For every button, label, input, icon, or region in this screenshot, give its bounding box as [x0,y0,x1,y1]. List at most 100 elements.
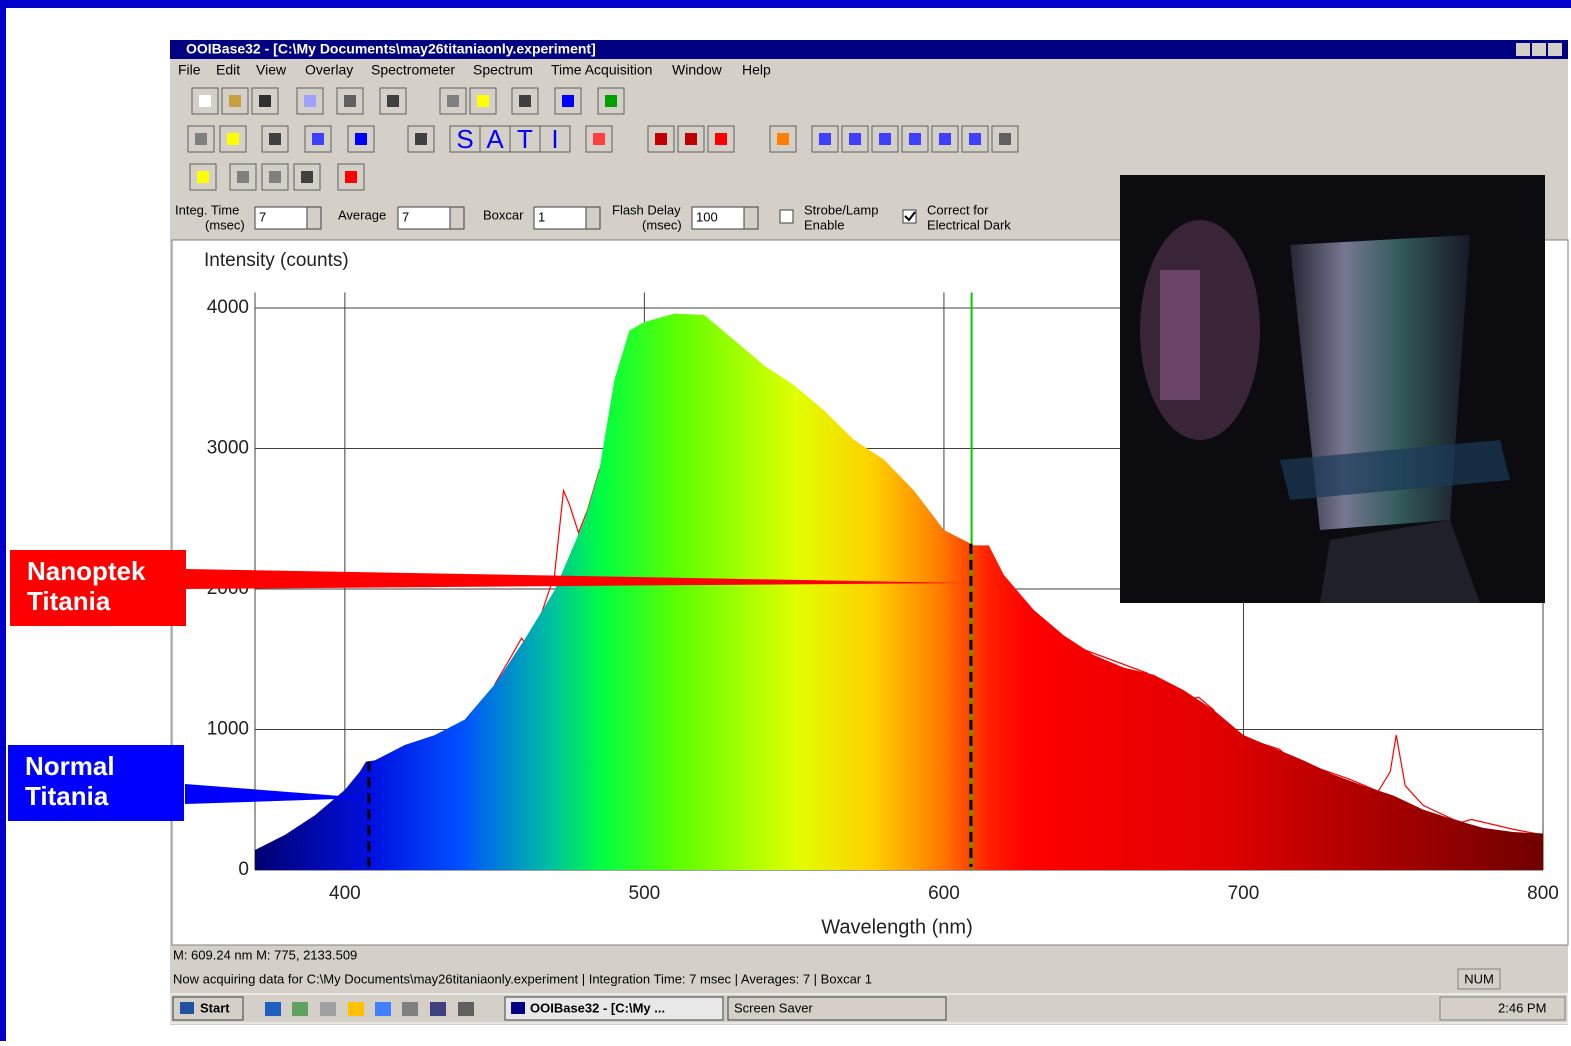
checkbox[interactable] [780,210,793,223]
tool-icon [227,133,239,145]
callout-text: Titania [25,781,109,811]
control-label: Flash Delay [612,202,681,217]
quick-icon[interactable] [402,1002,418,1016]
x-tick-label: 600 [928,883,960,904]
tool-icon [999,133,1011,145]
maximize-button[interactable] [1532,43,1546,56]
menu-item[interactable]: File [178,62,201,78]
photo-glow [1160,270,1200,400]
tool-icon [879,133,891,145]
tool-icon [229,95,241,107]
control-value: 100 [696,209,718,224]
x-tick-label: 400 [329,883,361,904]
tool-icon [605,95,617,107]
menu-item[interactable]: Spectrum [473,62,533,78]
checkbox-label: Correct for [927,202,989,217]
menu-item[interactable]: Edit [216,62,240,78]
tool-icon [819,133,831,145]
menu-item[interactable]: Overlay [305,62,353,78]
photo [1120,175,1545,603]
quick-icon[interactable] [265,1002,281,1016]
control-value: 1 [538,209,545,224]
menu-bar: File Edit View Overlay Spectrometer Spectrum T… [178,62,771,78]
control-value: 7 [402,209,409,224]
page: OOIBase32 - [C:\My Documents\may26titani… [0,0,1571,1041]
close-button[interactable] [1548,43,1562,56]
window-title: OOIBase32 - [C:\My Documents\may26titani… [186,41,596,57]
tool-icon [655,133,667,145]
minimize-button[interactable] [1516,43,1530,56]
tool-icon [777,133,789,145]
spinner[interactable] [307,207,321,229]
checkbox-label: Strobe/Lamp [804,202,878,217]
cursor-readout: M: 609.24 nm M: 775, 2133.509 [173,947,357,962]
control-label: Integ. Time [175,202,239,217]
task-text: Screen Saver [734,1000,813,1015]
start-text: Start [200,1000,230,1015]
task-icon [511,1002,525,1014]
quick-icon[interactable] [292,1002,308,1016]
menu-item[interactable]: Spectrometer [371,62,455,78]
menu-item[interactable]: Window [672,62,723,78]
tool-icon [387,95,399,107]
tool-icon [477,95,489,107]
tool-icon [939,133,951,145]
spinner[interactable] [586,207,600,229]
tool-icon [519,95,531,107]
tool-icon [199,95,211,107]
slide-border-left [0,0,6,1041]
menu-item[interactable]: View [256,62,287,78]
window-buttons[interactable] [1516,43,1562,56]
callout-text: Normal [25,751,115,781]
spinner[interactable] [450,207,464,229]
quick-icon[interactable] [320,1002,336,1016]
clock: 2:46 PM [1498,1000,1546,1015]
tool-icon [849,133,861,145]
tool-icon [259,95,271,107]
tool-icon [197,171,209,183]
tool-icon [355,133,367,145]
x-axis-label: Wavelength (nm) [821,916,973,938]
control-label: (msec) [205,217,245,232]
tool-icon [345,171,357,183]
quick-icon[interactable] [375,1002,391,1016]
tool-icon [195,133,207,145]
checkbox-label: Electrical Dark [927,217,1011,232]
y-tick-label: 3000 [207,437,249,458]
slide-border-top [0,0,1571,8]
tool-icon [909,133,921,145]
y-tick-label: 4000 [207,297,249,318]
quick-icon[interactable] [348,1002,364,1016]
tool-letter: S [456,124,473,154]
tool-letter: A [486,124,504,154]
x-tick-label: 500 [629,883,661,904]
tool-icon [269,133,281,145]
tool-icon [312,133,324,145]
tool-icon [269,171,281,183]
tool-icon [301,171,313,183]
tool-letter: I [551,124,558,154]
task-text: OOIBase32 - [C:\My ... [530,1000,665,1015]
callout-text: Nanoptek [27,556,146,586]
tool-letter: T [517,124,533,154]
tool-icon [685,133,697,145]
tool-icon [304,95,316,107]
tool-icon [344,95,356,107]
start-icon [180,1002,194,1014]
quick-icon[interactable] [458,1002,474,1016]
menu-item[interactable]: Help [742,62,771,78]
status-message: Now acquiring data for C:\My Documents\m… [173,971,872,986]
spinner[interactable] [744,207,758,229]
tool-icon [447,95,459,107]
num-text: NUM [1464,971,1494,986]
tool-icon [237,171,249,183]
y-tick-label: 1000 [207,719,249,740]
menu-item[interactable]: Time Acquisition [551,62,652,78]
tool-icon [562,95,574,107]
y-axis-label: Intensity (counts) [204,250,349,271]
callout-text: Titania [27,586,111,616]
control-label: Average [338,207,386,222]
y-tick-label: 0 [238,859,249,880]
x-tick-label: 700 [1228,883,1260,904]
quick-icon[interactable] [430,1002,446,1016]
